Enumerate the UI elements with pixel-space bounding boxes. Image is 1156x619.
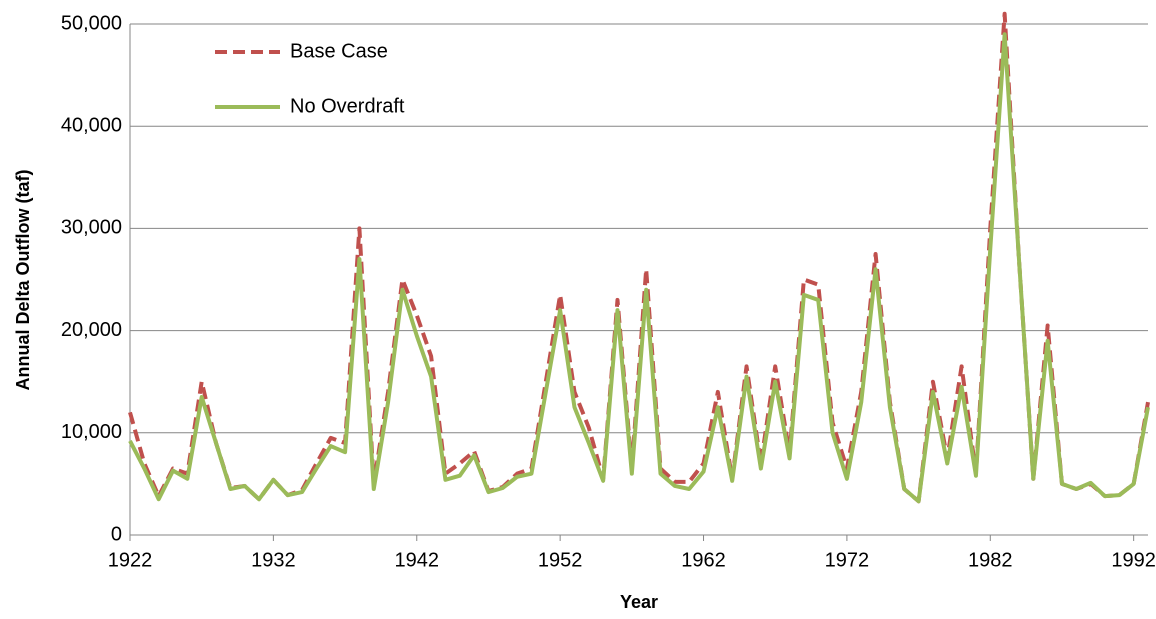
x-tick-label: 1952 [538, 549, 583, 571]
x-tick-label: 1962 [681, 549, 726, 571]
x-axis-title: Year [620, 592, 658, 612]
legend-label: No Overdraft [290, 95, 405, 117]
y-tick-label: 20,000 [61, 319, 122, 341]
series-line [128, 11, 1150, 504]
y-tick-label: 50,000 [61, 12, 122, 34]
x-tick-label: 1992 [1111, 549, 1156, 571]
y-tick-label: 30,000 [61, 217, 122, 239]
x-tick-label: 1972 [825, 549, 870, 571]
x-tick-label: 1932 [251, 549, 296, 571]
y-tick-label: 10,000 [61, 421, 122, 443]
x-tick-label: 1942 [395, 549, 440, 571]
y-axis-title: Annual Delta Outflow (taf) [13, 170, 33, 391]
y-tick-label: 0 [111, 523, 122, 545]
legend-label: Base Case [290, 40, 388, 62]
series-line [128, 32, 1150, 504]
x-tick-label: 1982 [968, 549, 1013, 571]
y-tick-label: 40,000 [61, 114, 122, 136]
x-tick-label: 1922 [108, 549, 153, 571]
